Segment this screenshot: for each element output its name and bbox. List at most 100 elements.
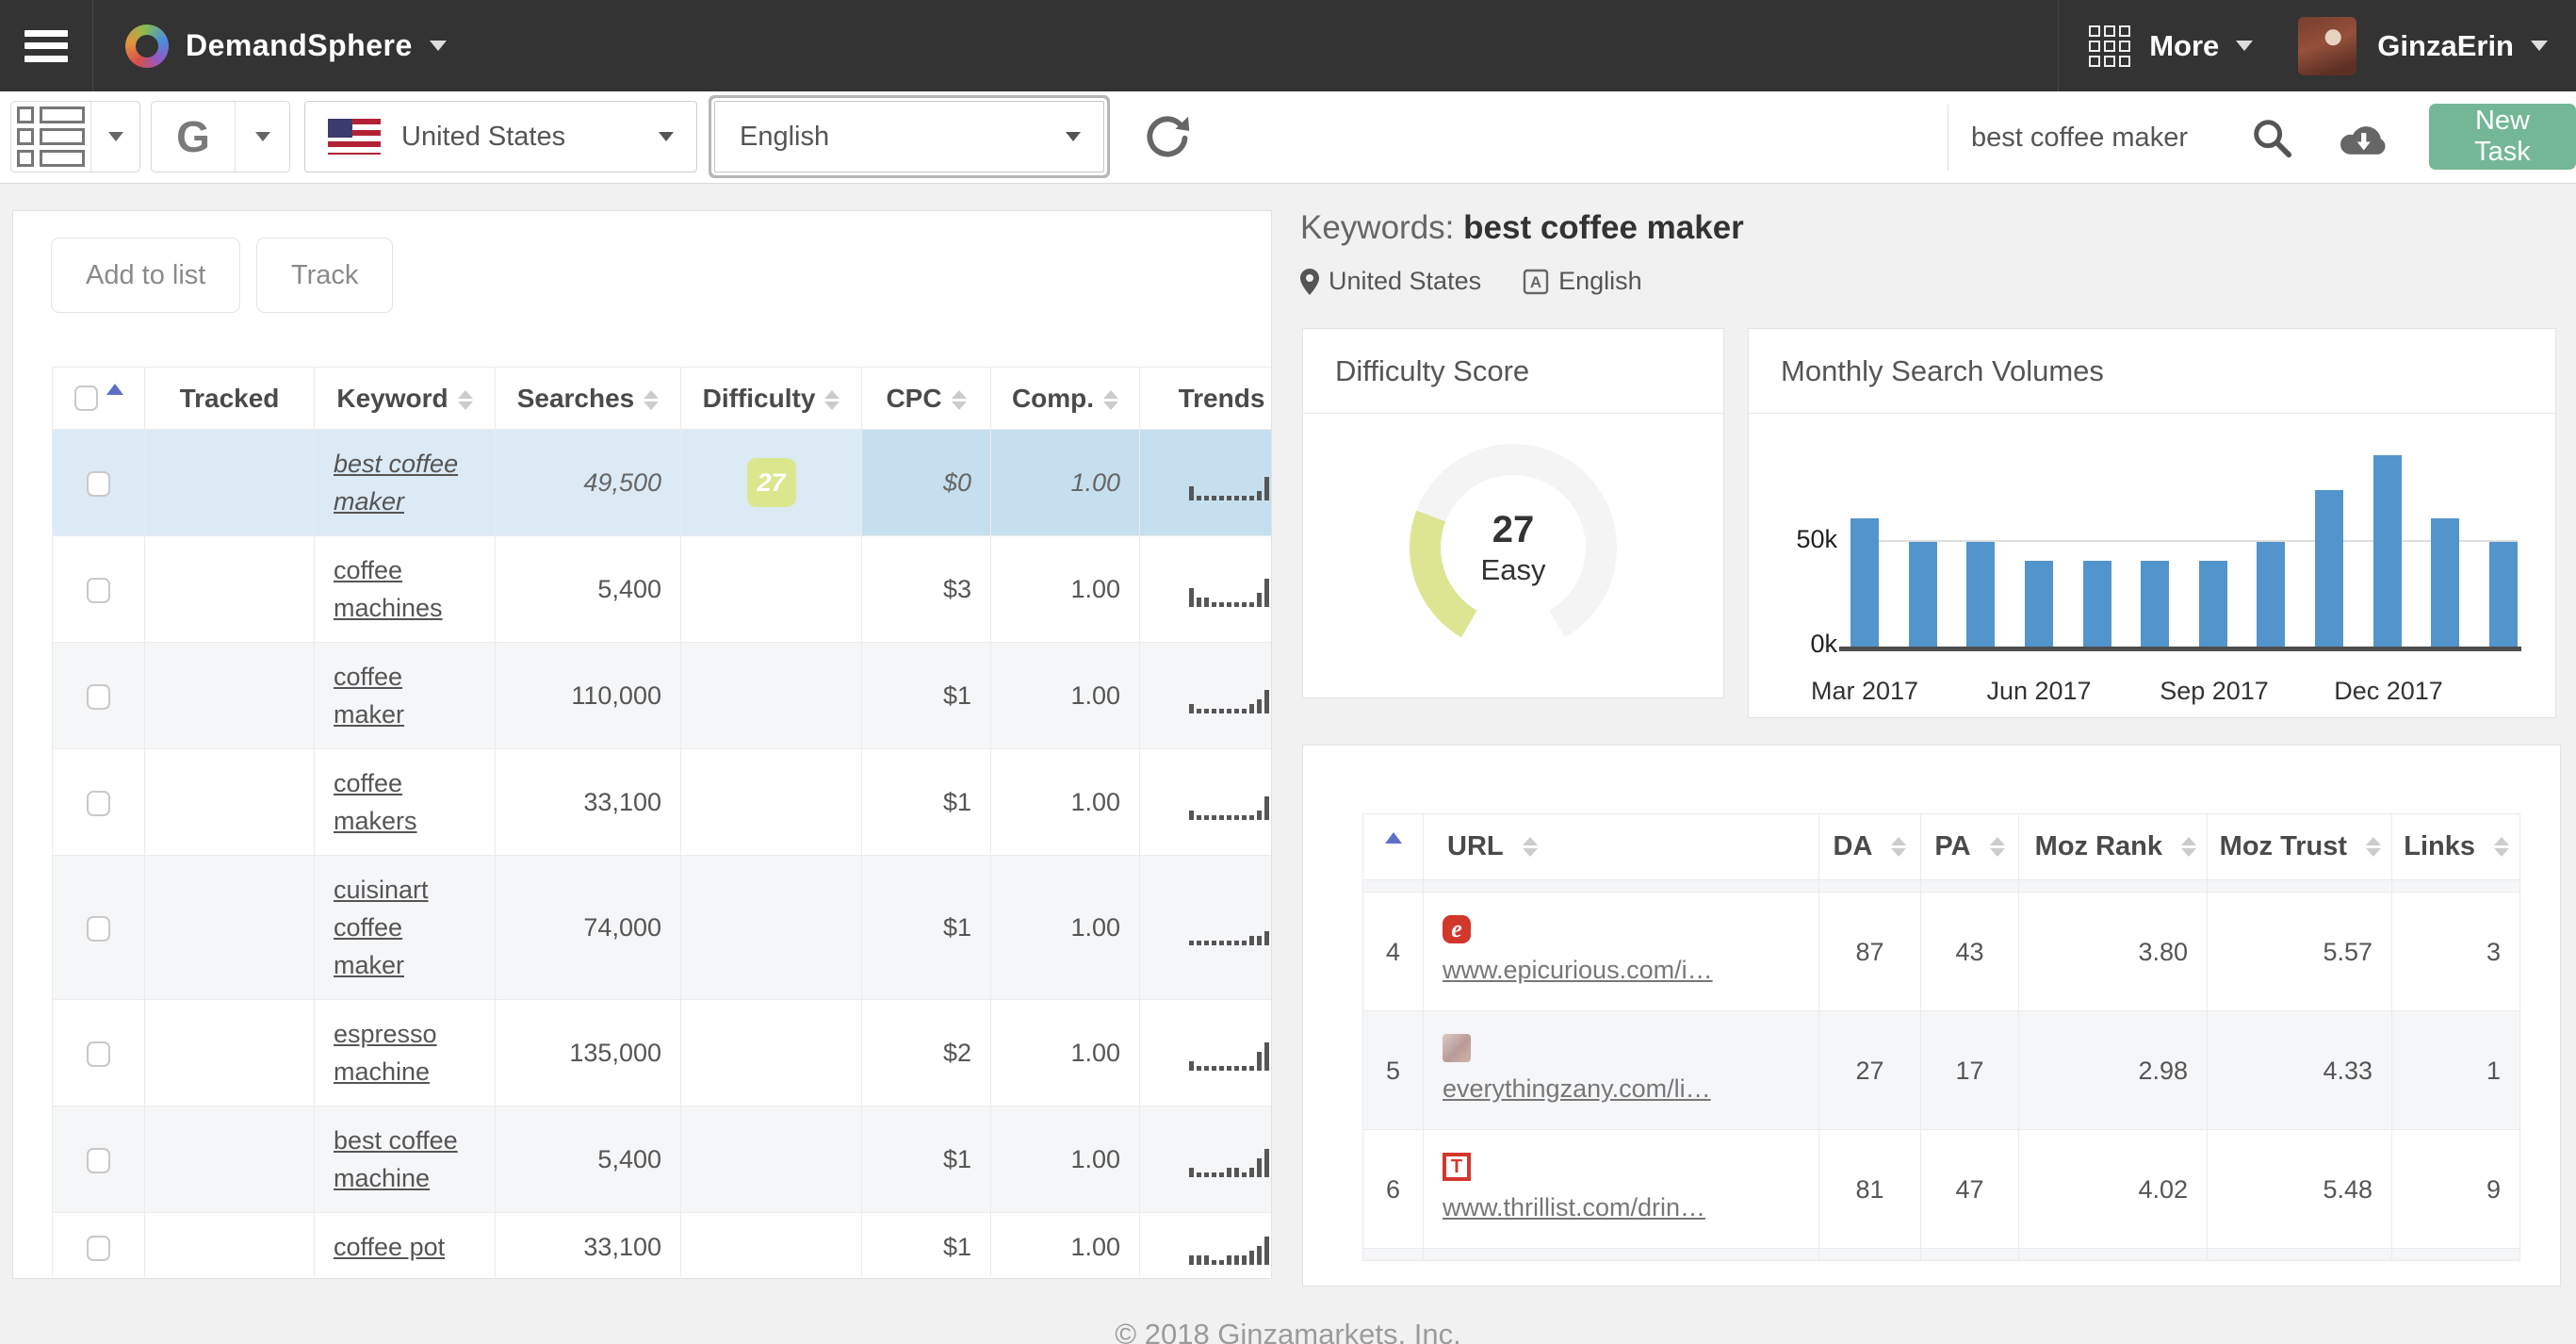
sort-carets-icon[interactable] xyxy=(457,389,473,410)
volume-bar xyxy=(2257,542,2286,647)
sort-up-icon xyxy=(457,389,473,399)
select-all-checkbox[interactable] xyxy=(73,385,98,411)
url-link[interactable]: everythingzany.com/li… xyxy=(1443,1074,1711,1103)
search-button[interactable] xyxy=(2250,116,2293,164)
keyword-cell: espresso machine xyxy=(314,999,496,1106)
keyword-row: best coffee machine 5,400 $1 1.00 xyxy=(52,1106,1271,1213)
keyword-link[interactable]: coffee maker xyxy=(334,663,405,729)
user-name[interactable]: GinzaErin xyxy=(2377,28,2514,62)
apps-grid-icon[interactable] xyxy=(2089,25,2131,67)
tracked-cell xyxy=(144,855,315,1000)
select-all-header xyxy=(52,367,145,430)
column-header-label: Difficulty xyxy=(702,383,816,413)
user-avatar[interactable] xyxy=(2298,16,2357,75)
rank-sort-header[interactable] xyxy=(1362,813,1424,880)
keyword-link[interactable]: best coffee maker xyxy=(334,450,459,516)
keyword-search-input[interactable] xyxy=(1969,110,2227,165)
column-header-url[interactable]: URL xyxy=(1423,813,1819,880)
sort-carets-icon[interactable] xyxy=(644,389,660,410)
row-checkbox[interactable] xyxy=(87,578,110,604)
new-task-button[interactable]: New Task xyxy=(2429,104,2576,170)
sort-carets-icon[interactable] xyxy=(2366,837,2381,857)
volume-bar xyxy=(1850,518,1879,647)
volume-plot xyxy=(1850,435,2518,647)
column-header-searches[interactable]: Searches xyxy=(495,367,681,430)
serp-url-panel: URL DA PA Moz Rank Moz Trust Links 4 e www.epic… xyxy=(1302,745,2561,1287)
keyword-row: espresso machine 135,000 $2 1.00 xyxy=(52,999,1271,1106)
keyword-link[interactable]: coffee pot xyxy=(334,1233,446,1261)
keyword-link[interactable]: espresso machine xyxy=(334,1020,437,1086)
row-checkbox[interactable] xyxy=(87,1236,110,1262)
row-checkbox[interactable] xyxy=(87,916,110,942)
row-checkbox[interactable] xyxy=(87,1148,110,1174)
country-meta-label: United States xyxy=(1329,267,1482,295)
column-header-tracked[interactable]: Tracked xyxy=(144,367,315,430)
google-engine-button[interactable]: G xyxy=(152,102,235,172)
sort-down-icon xyxy=(951,401,967,410)
google-icon: G xyxy=(176,112,210,161)
country-select[interactable]: United States xyxy=(304,101,697,172)
keyword-table-header-row: Tracked Keyword Searches Difficulty CPC Comp.… xyxy=(52,367,1271,430)
difficulty-badge: 27 xyxy=(746,458,796,507)
url-link[interactable]: www.epicurious.com/i… xyxy=(1443,955,1713,984)
sparkline-bar xyxy=(1242,1255,1247,1265)
column-header-inner: PA xyxy=(1922,831,2017,862)
chevron-down-icon[interactable] xyxy=(2531,41,2548,51)
keyword-link[interactable]: coffee makers xyxy=(334,769,417,835)
add-to-list-button[interactable]: Add to list xyxy=(51,238,241,313)
chevron-down-icon[interactable] xyxy=(2236,41,2254,51)
row-checkbox[interactable] xyxy=(87,684,110,711)
keyword-link[interactable]: best coffee machine xyxy=(334,1126,458,1192)
trend-sparkline xyxy=(1189,1141,1271,1177)
hamburger-menu-icon[interactable] xyxy=(24,29,68,62)
column-header-pa[interactable]: PA xyxy=(1920,813,2019,880)
column-header-difficulty[interactable]: Difficulty xyxy=(680,367,862,430)
trend-sparkline xyxy=(1189,910,1271,945)
row-select-cell xyxy=(52,748,145,856)
column-header-trends[interactable]: Trends xyxy=(1139,367,1271,430)
volume-bar xyxy=(2198,561,2227,647)
partial-cell xyxy=(2018,1248,2208,1261)
engine-dropdown[interactable] xyxy=(235,102,289,172)
sort-carets-icon[interactable] xyxy=(824,389,840,410)
sort-down-icon xyxy=(644,401,660,410)
location-pin-icon xyxy=(1300,268,1319,295)
url-row: 4 e www.epicurious.com/i… 87 43 3.80 5.57 3 xyxy=(1362,892,2520,1011)
column-header-comp-[interactable]: Comp. xyxy=(990,367,1140,430)
column-header-moz-rank[interactable]: Moz Rank xyxy=(2018,813,2208,880)
y-tick-0k: 0k xyxy=(1810,630,1837,658)
sort-carets-icon[interactable] xyxy=(1522,837,1538,857)
sort-carets-icon[interactable] xyxy=(2181,837,2196,857)
difficulty-cell xyxy=(680,999,862,1106)
keyword-cell: coffee makers xyxy=(314,748,496,856)
sort-carets-icon[interactable] xyxy=(2494,837,2509,857)
sort-carets-icon[interactable] xyxy=(951,389,967,410)
row-checkbox[interactable] xyxy=(87,471,110,498)
sort-carets-icon[interactable] xyxy=(1989,837,2005,857)
column-header-label: PA xyxy=(1934,831,1971,861)
keyword-link[interactable]: coffee machines xyxy=(334,556,443,622)
sort-carets-icon[interactable] xyxy=(1891,837,1907,857)
volume-bar xyxy=(2372,455,2402,647)
sparkline-bar xyxy=(1249,602,1254,607)
track-button[interactable]: Track xyxy=(256,238,394,313)
row-checkbox[interactable] xyxy=(87,1041,110,1068)
keyword-link[interactable]: cuisinart coffee maker xyxy=(334,876,429,979)
sort-carets-icon[interactable] xyxy=(1103,389,1119,410)
list-view-button[interactable] xyxy=(11,102,90,172)
column-header-cpc[interactable]: CPC xyxy=(861,367,991,430)
column-header-keyword[interactable]: Keyword xyxy=(314,367,496,430)
refresh-button[interactable] xyxy=(1142,112,1191,166)
column-header-moz-trust[interactable]: Moz Trust xyxy=(2207,813,2392,880)
view-mode-dropdown[interactable] xyxy=(90,102,139,172)
sort-ascending-icon[interactable] xyxy=(106,383,123,395)
language-select[interactable]: English xyxy=(714,101,1104,172)
column-header-links[interactable]: Links xyxy=(2391,813,2520,880)
column-header-da[interactable]: DA xyxy=(1818,813,1921,880)
row-checkbox[interactable] xyxy=(87,791,110,817)
more-menu[interactable]: More xyxy=(2149,28,2220,62)
brand-menu[interactable]: DemandSphere xyxy=(125,24,447,68)
x-axis-line xyxy=(1839,647,2521,651)
download-button[interactable] xyxy=(2335,120,2389,164)
url-link[interactable]: www.thrillist.com/drin… xyxy=(1443,1192,1706,1221)
